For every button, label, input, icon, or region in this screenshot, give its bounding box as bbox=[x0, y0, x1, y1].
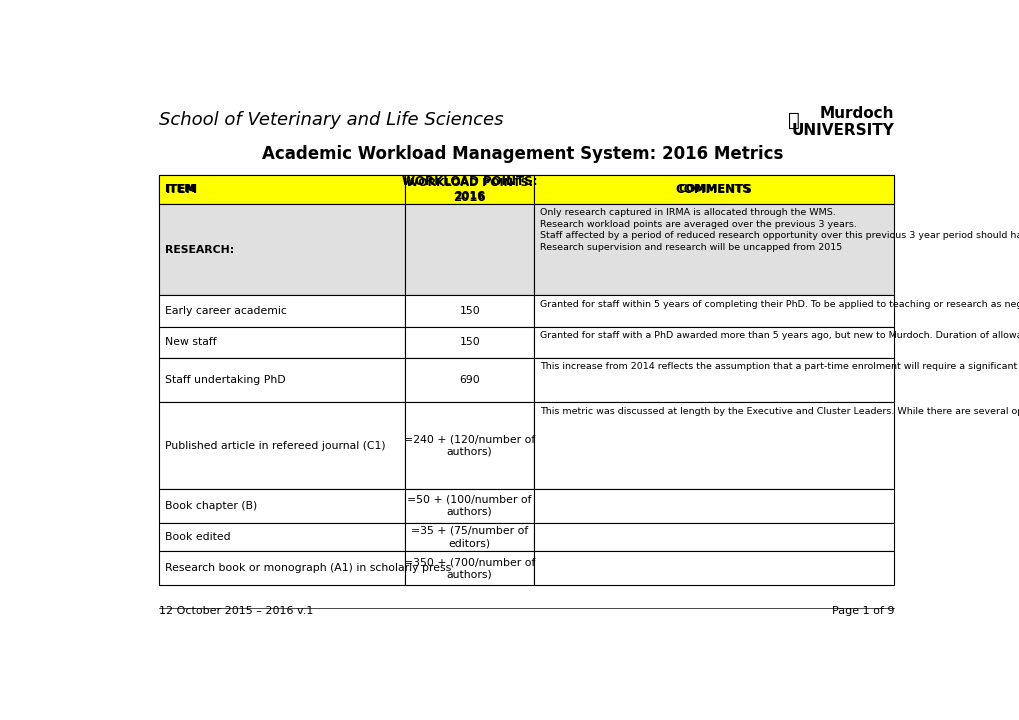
FancyBboxPatch shape bbox=[534, 552, 894, 585]
FancyBboxPatch shape bbox=[159, 175, 405, 204]
Text: Murdoch
UNIVERSITY: Murdoch UNIVERSITY bbox=[791, 106, 894, 138]
Text: This increase from 2014 reflects the assumption that a part-time enrolment will : This increase from 2014 reflects the ass… bbox=[540, 362, 1019, 372]
FancyBboxPatch shape bbox=[534, 358, 894, 402]
Text: ⬛: ⬛ bbox=[787, 112, 799, 130]
Text: Page 1 of 9: Page 1 of 9 bbox=[830, 606, 894, 616]
Text: 12 October 2015 – 2016 v.1: 12 October 2015 – 2016 v.1 bbox=[159, 606, 313, 616]
Text: WORKLOAD POINTS:
2016: WORKLOAD POINTS: 2016 bbox=[406, 179, 533, 201]
Text: Book edited: Book edited bbox=[165, 532, 231, 542]
FancyBboxPatch shape bbox=[159, 327, 405, 358]
FancyBboxPatch shape bbox=[405, 175, 534, 204]
Text: Published article in refereed journal (C1): Published article in refereed journal (C… bbox=[165, 441, 385, 451]
Text: 690: 690 bbox=[459, 375, 480, 385]
FancyBboxPatch shape bbox=[159, 402, 405, 489]
Text: Academic Workload Management System: 2016 Metrics: Academic Workload Management System: 201… bbox=[262, 145, 783, 163]
FancyBboxPatch shape bbox=[405, 175, 534, 204]
Text: ITEM: ITEM bbox=[165, 184, 196, 194]
Text: =240 + (120/number of
authors): =240 + (120/number of authors) bbox=[404, 434, 535, 456]
Text: ITEM: ITEM bbox=[165, 184, 196, 194]
FancyBboxPatch shape bbox=[534, 204, 894, 295]
Text: COMMENTS: COMMENTS bbox=[675, 183, 752, 196]
Text: RESEARCH:: RESEARCH: bbox=[165, 245, 234, 255]
Text: =350 + (700/number of
authors): =350 + (700/number of authors) bbox=[404, 557, 535, 580]
Text: Only research captured in IRMA is allocated through the WMS.
Research workload p: Only research captured in IRMA is alloca… bbox=[540, 208, 1019, 251]
FancyBboxPatch shape bbox=[534, 489, 894, 523]
FancyBboxPatch shape bbox=[534, 295, 894, 327]
Text: =50 + (100/number of
authors): =50 + (100/number of authors) bbox=[407, 495, 532, 517]
Text: ITEM: ITEM bbox=[165, 183, 198, 196]
Text: Early career academic: Early career academic bbox=[165, 306, 287, 316]
FancyBboxPatch shape bbox=[405, 402, 534, 489]
Text: School of Veterinary and Life Sciences: School of Veterinary and Life Sciences bbox=[159, 112, 503, 130]
FancyBboxPatch shape bbox=[534, 523, 894, 552]
FancyBboxPatch shape bbox=[159, 489, 405, 523]
Text: New staff: New staff bbox=[165, 338, 217, 347]
FancyBboxPatch shape bbox=[159, 552, 405, 585]
FancyBboxPatch shape bbox=[405, 204, 534, 295]
Text: COMMENTS: COMMENTS bbox=[678, 184, 750, 194]
FancyBboxPatch shape bbox=[159, 175, 405, 204]
FancyBboxPatch shape bbox=[405, 358, 534, 402]
FancyBboxPatch shape bbox=[405, 552, 534, 585]
Text: WORKLOAD POINTS:
2016: WORKLOAD POINTS: 2016 bbox=[401, 175, 537, 204]
FancyBboxPatch shape bbox=[534, 175, 894, 204]
Text: 150: 150 bbox=[459, 338, 480, 347]
Text: This metric was discussed at length by the Executive and Cluster Leaders. While : This metric was discussed at length by t… bbox=[540, 407, 1019, 416]
Text: Staff undertaking PhD: Staff undertaking PhD bbox=[165, 375, 285, 385]
FancyBboxPatch shape bbox=[405, 523, 534, 552]
Text: =35 + (75/number of
editors): =35 + (75/number of editors) bbox=[411, 526, 528, 548]
Text: Research book or monograph (A1) in scholarly press: Research book or monograph (A1) in schol… bbox=[165, 563, 451, 573]
FancyBboxPatch shape bbox=[405, 295, 534, 327]
Text: 150: 150 bbox=[459, 306, 480, 316]
FancyBboxPatch shape bbox=[405, 489, 534, 523]
FancyBboxPatch shape bbox=[159, 204, 405, 295]
FancyBboxPatch shape bbox=[159, 523, 405, 552]
FancyBboxPatch shape bbox=[159, 358, 405, 402]
Text: Granted for staff within 5 years of completing their PhD. To be applied to teach: Granted for staff within 5 years of comp… bbox=[540, 300, 1019, 309]
Text: Book chapter (B): Book chapter (B) bbox=[165, 500, 258, 510]
FancyBboxPatch shape bbox=[534, 402, 894, 489]
FancyBboxPatch shape bbox=[405, 327, 534, 358]
FancyBboxPatch shape bbox=[159, 295, 405, 327]
FancyBboxPatch shape bbox=[534, 327, 894, 358]
FancyBboxPatch shape bbox=[534, 175, 894, 204]
Text: Granted for staff with a PhD awarded more than 5 years ago, but new to Murdoch. : Granted for staff with a PhD awarded mor… bbox=[540, 331, 1019, 340]
